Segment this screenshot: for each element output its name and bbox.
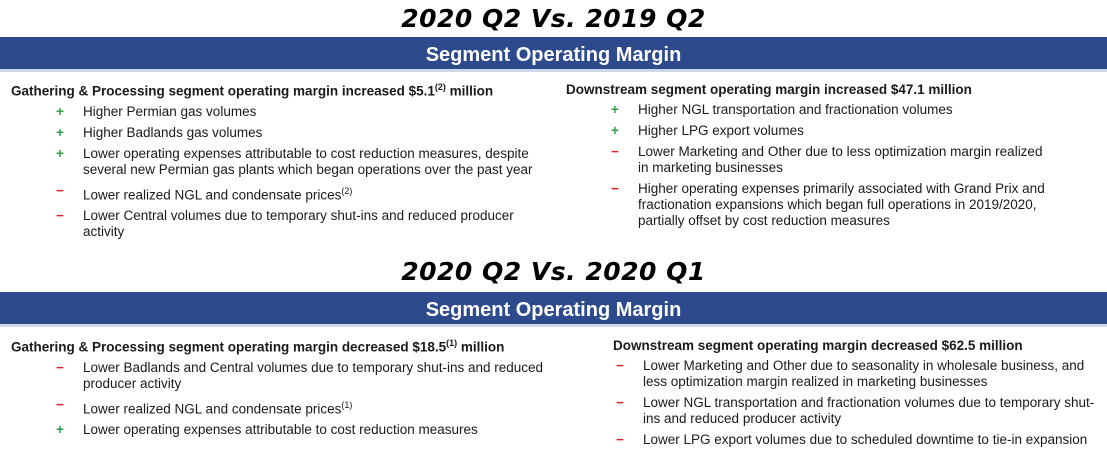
minus-icon: − bbox=[616, 432, 624, 447]
bullet-text: Higher LPG export volumes bbox=[638, 123, 804, 138]
minus-icon: − bbox=[611, 181, 619, 196]
bullet-text: Lower LPG export volumes due to schedule… bbox=[643, 432, 1088, 447]
minus-icon: − bbox=[56, 208, 64, 223]
bullet-item: − Lower realized NGL and condensate price… bbox=[11, 183, 551, 204]
gp-column-2: Gathering & Processing segment operating… bbox=[11, 338, 551, 443]
bullet-text: Lower Badlands and Central volumes due t… bbox=[83, 359, 544, 391]
bullet-item: − Lower Marketing and Other due to less o… bbox=[566, 144, 1046, 176]
bullet-text: Higher operating expenses primarily asso… bbox=[638, 181, 1045, 228]
bullet-item: − Lower LPG export volumes due to schedul… bbox=[571, 432, 1107, 448]
bullet-text: Lower realized NGL and condensate prices bbox=[83, 187, 342, 202]
plus-icon: + bbox=[611, 102, 619, 117]
gp-list-2: − Lower Badlands and Central volumes due … bbox=[11, 360, 551, 439]
bullet-item: − Higher operating expenses primarily ass… bbox=[566, 181, 1046, 229]
footnote-ref: (1) bbox=[341, 399, 353, 410]
segment-bar-2: Segment Operating Margin bbox=[0, 292, 1107, 327]
bullet-text: Lower realized NGL and condensate prices bbox=[83, 401, 342, 416]
bullet-item: − Lower Marketing and Other due to season… bbox=[571, 358, 1107, 390]
bullet-text: Lower operating expenses attributable to… bbox=[83, 145, 533, 177]
minus-icon: − bbox=[616, 395, 624, 410]
minus-icon: − bbox=[56, 396, 64, 412]
downstream-heading-1: Downstream segment operating margin incr… bbox=[566, 82, 972, 97]
bullet-item: + Higher Badlands gas volumes bbox=[11, 125, 551, 141]
plus-icon: + bbox=[56, 422, 64, 437]
downstream-heading-2: Downstream segment operating margin decr… bbox=[613, 338, 1023, 353]
footnote-ref: (2) bbox=[341, 185, 353, 196]
bullet-text: Lower Marketing and Other due to less op… bbox=[638, 144, 1043, 175]
bullet-text: Higher Permian gas volumes bbox=[83, 103, 257, 119]
gp-column-1: Gathering & Processing segment operating… bbox=[11, 82, 551, 245]
minus-icon: − bbox=[56, 359, 64, 375]
plus-icon: + bbox=[56, 124, 64, 140]
gp-list-1: + Higher Permian gas volumes + Higher Badla… bbox=[11, 104, 551, 241]
gp-heading-2: Gathering & Processing segment operating… bbox=[11, 338, 505, 355]
plus-icon: + bbox=[611, 123, 619, 138]
bullet-item: − Lower realized NGL and condensate price… bbox=[11, 397, 551, 418]
bullet-text: Higher NGL transportation and fractionat… bbox=[638, 102, 953, 117]
bullet-item: + Higher LPG export volumes bbox=[566, 123, 1046, 139]
bullet-item: + Higher NGL transportation and fractiona… bbox=[566, 102, 1046, 118]
downstream-list-1: + Higher NGL transportation and fractiona… bbox=[566, 102, 1046, 229]
section-title-1: 2020 Q2 Vs. 2019 Q2 bbox=[401, 4, 706, 33]
segment-bar-1: Segment Operating Margin bbox=[0, 37, 1107, 72]
bullet-item: + Higher Permian gas volumes bbox=[11, 104, 551, 120]
bullet-item: + Lower operating expenses attributable t… bbox=[11, 146, 551, 178]
bullet-item: − Lower NGL transportation and fractionat… bbox=[571, 395, 1107, 427]
plus-icon: + bbox=[56, 103, 64, 119]
bullet-text: Lower Marketing and Other due to seasona… bbox=[643, 358, 1085, 389]
bullet-item: + Lower operating expenses attributable t… bbox=[11, 422, 551, 438]
bullet-item: − Lower Central volumes due to temporary … bbox=[11, 208, 551, 240]
section-title-2: 2020 Q2 Vs. 2020 Q1 bbox=[401, 257, 706, 286]
minus-icon: − bbox=[616, 358, 624, 373]
bullet-text: Lower Central volumes due to temporary s… bbox=[83, 208, 514, 239]
minus-icon: − bbox=[56, 182, 64, 198]
bullet-text: Lower NGL transportation and fractionati… bbox=[643, 395, 1095, 426]
downstream-list-2: − Lower Marketing and Other due to season… bbox=[571, 358, 1107, 448]
bullet-item: − Lower Badlands and Central volumes due … bbox=[11, 360, 551, 392]
minus-icon: − bbox=[611, 144, 619, 159]
plus-icon: + bbox=[56, 145, 64, 161]
downstream-column-2: Downstream segment operating margin decr… bbox=[571, 338, 1107, 453]
bullet-text: Higher Badlands gas volumes bbox=[83, 124, 263, 140]
downstream-column-1: Downstream segment operating margin incr… bbox=[566, 82, 1046, 234]
gp-heading-1: Gathering & Processing segment operating… bbox=[11, 82, 494, 99]
bullet-text: Lower operating expenses attributable to… bbox=[83, 422, 478, 437]
